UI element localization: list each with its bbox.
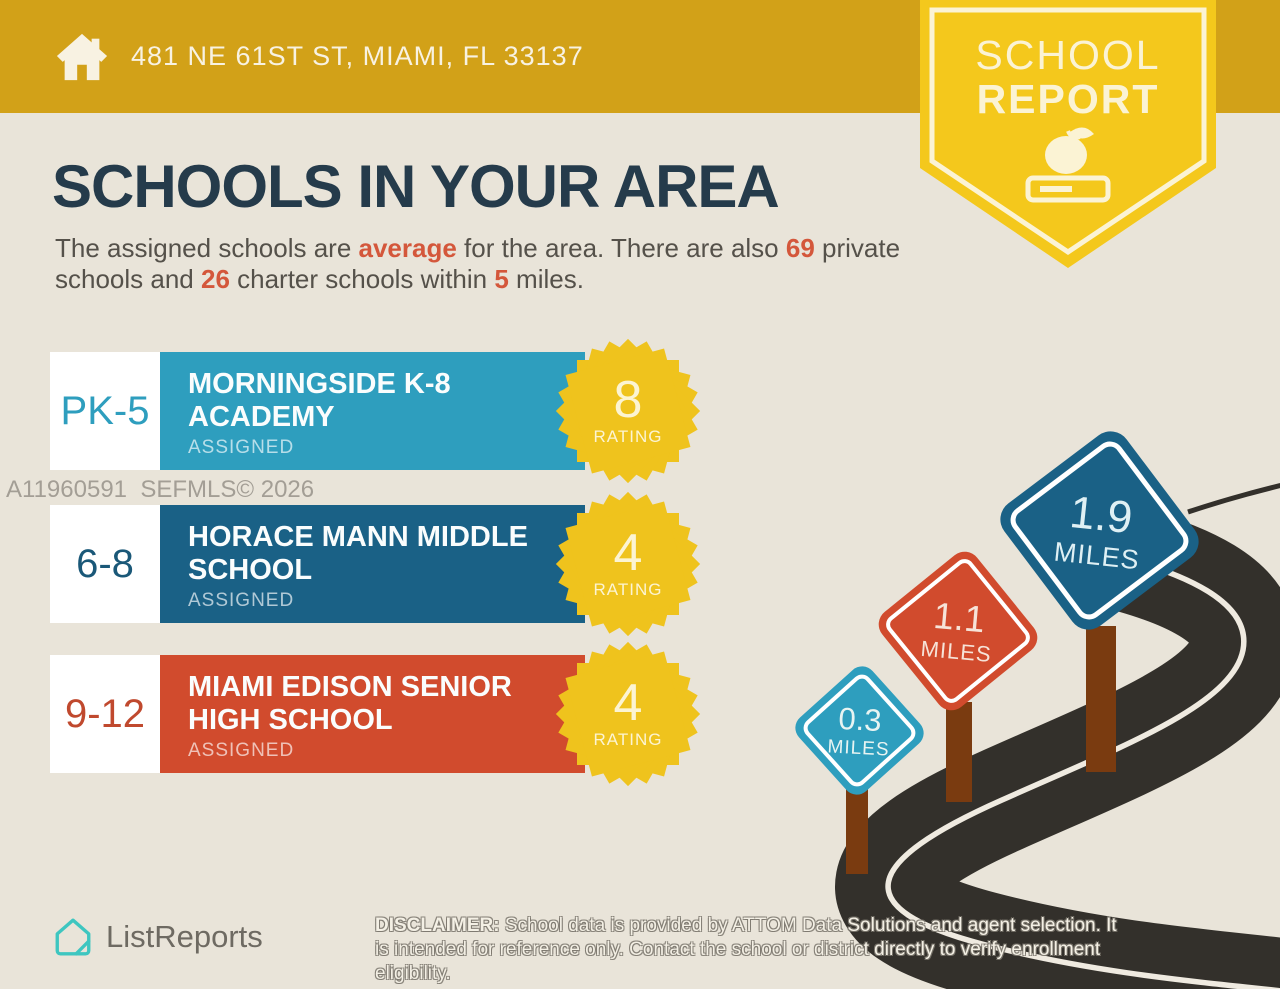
distance-value: 0.3: [837, 700, 883, 738]
sign-post: [846, 778, 868, 874]
distance-unit: MILES: [827, 735, 891, 761]
grade-range: 6-8: [50, 505, 160, 623]
school-name: MIAMI EDISON SENIOR HIGH SCHOOL: [188, 671, 512, 736]
assigned-label: ASSIGNED: [188, 437, 295, 458]
rating-badge-elementary: 8 RATING: [555, 338, 701, 484]
school-report-ribbon: SCHOOL REPORT: [920, 0, 1216, 272]
ribbon-title-report: REPORT: [976, 76, 1160, 122]
school-name: HORACE MANN MIDDLE SCHOOL: [188, 521, 528, 586]
road-center-line: [885, 549, 1280, 989]
distance-sign-0-3-miles: 0.3 MILES: [789, 660, 930, 801]
rating-value: 8: [613, 371, 643, 429]
sign-post: [946, 702, 972, 802]
distance-value: 1.9: [1067, 485, 1135, 544]
school-row-middle: 6-8 HORACE MANN MIDDLE SCHOOL ASSIGNED: [50, 505, 585, 623]
rating-value: 4: [613, 524, 643, 582]
listreports-brand: ListReports: [52, 916, 263, 958]
rating-label: RATING: [593, 580, 663, 599]
brand-name: ListReports: [106, 919, 263, 954]
rating-badge-high: 4 RATING: [555, 641, 701, 787]
school-bar: MORNINGSIDE K-8 ACADEMY ASSIGNED: [160, 352, 585, 470]
distance-sign-1-1-miles: 1.1 MILES: [872, 545, 1044, 717]
school-row-high: 9-12 MIAMI EDISON SENIOR HIGH SCHOOL ASS…: [50, 655, 585, 773]
private-school-count: 69: [785, 233, 815, 263]
ribbon-shape: [920, 0, 1216, 268]
disclaimer-text: DISCLAIMER: School data is provided by A…: [375, 915, 1117, 984]
road-distant-line: [1187, 482, 1280, 515]
listreports-logo-icon: [55, 918, 91, 956]
school-row-elementary: PK-5 MORNINGSIDE K-8 ACADEMY ASSIGNED: [50, 352, 585, 470]
apple-on-book-icon: [1025, 127, 1111, 203]
grade-range: PK-5: [50, 352, 160, 470]
property-address: 481 NE 61ST ST, MIAMI, FL 33137: [131, 41, 584, 71]
mls-watermark: A11960591 SEFMLS© 2026: [6, 476, 315, 503]
radius-miles: 5: [494, 264, 509, 294]
distance-sign-1-9-miles: 1.9 MILES: [992, 423, 1207, 638]
disclaimer-label: DISCLAIMER:: [375, 915, 500, 936]
page-title: SCHOOLS IN YOUR AREA: [52, 153, 780, 220]
rating-word-accent: average: [358, 233, 457, 263]
school-bar: HORACE MANN MIDDLE SCHOOL ASSIGNED: [160, 505, 585, 623]
grade-range: 9-12: [50, 655, 160, 773]
home-icon: [56, 33, 108, 80]
charter-school-count: 26: [200, 264, 230, 294]
assigned-label: ASSIGNED: [188, 740, 295, 761]
distance-value: 1.1: [931, 594, 987, 641]
rating-value: 4: [613, 674, 643, 732]
assigned-label: ASSIGNED: [188, 590, 295, 611]
rating-badge-middle: 4 RATING: [555, 491, 701, 637]
ribbon-title-school: SCHOOL: [975, 32, 1161, 78]
school-name: MORNINGSIDE K-8 ACADEMY: [188, 368, 451, 433]
distance-unit: MILES: [919, 635, 993, 667]
summary-text: The assigned schools are average for the…: [55, 233, 901, 294]
sign-post: [1086, 626, 1116, 772]
rating-label: RATING: [593, 730, 663, 749]
school-bar: MIAMI EDISON SENIOR HIGH SCHOOL ASSIGNED: [160, 655, 585, 773]
rating-label: RATING: [593, 427, 663, 446]
